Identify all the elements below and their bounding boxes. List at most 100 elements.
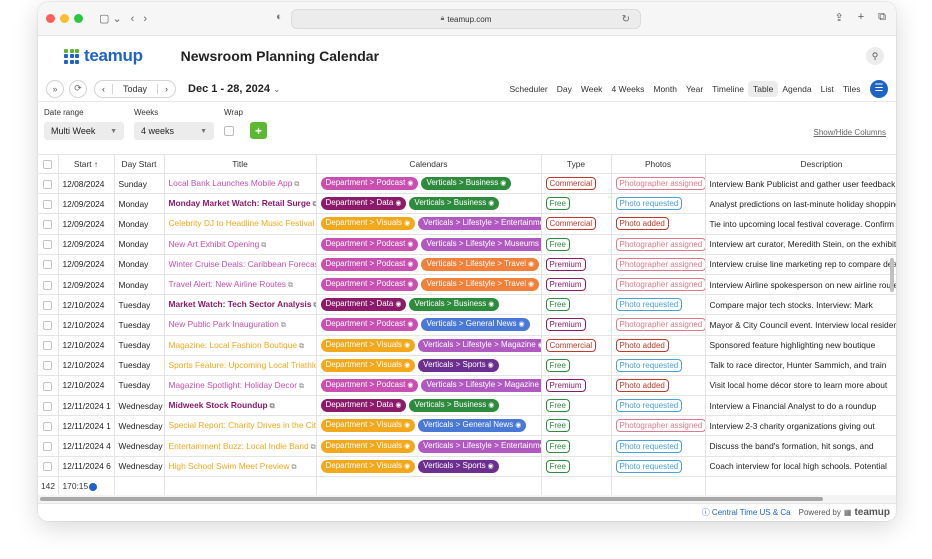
title-cell[interactable]: Monday Market Watch: Retail Surge⧉ bbox=[164, 193, 317, 215]
calendar-tag[interactable]: Verticals > Lifestyle > Entertainment◉ bbox=[418, 439, 540, 453]
type-badge[interactable]: Premium bbox=[545, 257, 586, 271]
calendar-tag[interactable]: Verticals > Lifestyle > Travel ◉ bbox=[421, 257, 540, 271]
zoom-window-button[interactable] bbox=[74, 14, 83, 23]
title-cell[interactable]: Magazine Spotlight: Holiday Decor ⧉ bbox=[164, 375, 317, 397]
title-cell[interactable]: Local Bank Launches Mobile App ⧉ bbox=[164, 173, 317, 195]
event-title[interactable]: High School Swim Meet Preview bbox=[168, 460, 290, 471]
row-checkbox[interactable] bbox=[43, 240, 53, 250]
row-checkbox[interactable] bbox=[43, 442, 53, 452]
open-external-icon[interactable]: ⧉ bbox=[261, 241, 267, 249]
view-tab-tiles[interactable]: Tiles bbox=[842, 83, 861, 94]
calendar-tag[interactable]: Verticals > Lifestyle > Travel ◉ bbox=[421, 278, 540, 292]
calendar-tag[interactable]: Verticals > Business ◉ bbox=[409, 197, 500, 211]
table-row[interactable]: 12/09/2024 Monday Winter Cruise Deals: Car… bbox=[38, 254, 896, 275]
row-checkbox[interactable] bbox=[43, 401, 53, 411]
table-row[interactable]: 12/11/2024 4 Wednesday Entertainment Buzz:… bbox=[38, 435, 896, 457]
table-row[interactable]: 12/09/2024 Monday Monday Market Watch: Ret… bbox=[38, 193, 896, 215]
event-title[interactable]: Market Watch: Tech Sector Analysis bbox=[168, 299, 312, 310]
type-badge[interactable]: Free bbox=[545, 358, 570, 372]
title-cell[interactable]: Celebrity DJ to Headline Music Festival⧉ bbox=[164, 213, 317, 235]
photo-status-badge[interactable]: Photo requested bbox=[615, 298, 683, 312]
wrap-checkbox[interactable] bbox=[224, 126, 234, 136]
event-title[interactable]: Travel Alert: New Airline Routes bbox=[168, 279, 286, 290]
date-range-select[interactable]: Multi Week ▼ bbox=[44, 122, 124, 140]
type-badge[interactable]: Commercial bbox=[545, 338, 597, 352]
view-tab-day[interactable]: Day bbox=[556, 83, 572, 94]
next-button[interactable]: › bbox=[165, 83, 169, 94]
row-checkbox[interactable] bbox=[43, 421, 53, 431]
photo-status-badge[interactable]: Photo added bbox=[615, 217, 669, 231]
calendar-tag[interactable]: Department > Visuals ◉ bbox=[320, 459, 416, 473]
prev-button[interactable]: ‹ bbox=[102, 83, 105, 94]
calendar-tag[interactable]: Verticals > Lifestyle > Entertainment◉ bbox=[418, 217, 540, 231]
close-window-button[interactable] bbox=[46, 14, 55, 23]
weeks-select[interactable]: 4 weeks ▼ bbox=[134, 122, 214, 140]
title-cell[interactable]: New Public Park Inauguration ⧉ bbox=[164, 314, 317, 336]
view-tab-timeline[interactable]: Timeline bbox=[712, 83, 744, 94]
event-title[interactable]: Winter Cruise Deals: Caribbean Forecast bbox=[168, 258, 316, 269]
view-tab-list[interactable]: List bbox=[820, 83, 834, 94]
type-badge[interactable]: Free bbox=[545, 298, 570, 312]
table-row[interactable]: 12/09/2024 Monday New Art Exhibit Opening ⧉… bbox=[38, 234, 896, 255]
type-badge[interactable]: Premium bbox=[545, 378, 586, 392]
photo-status-badge[interactable]: Photographer assigned bbox=[615, 278, 704, 292]
title-cell[interactable]: Special Report: Charity Drives in the Ci… bbox=[164, 415, 317, 437]
row-checkbox[interactable] bbox=[43, 179, 53, 189]
photo-status-badge[interactable]: Photographer assigned bbox=[615, 237, 704, 251]
title-cell[interactable]: Midweek Stock Roundup ⧉ bbox=[164, 395, 317, 417]
calendar-tag[interactable]: Department > Visuals ◉ bbox=[320, 439, 416, 453]
vertical-scrollbar[interactable] bbox=[890, 258, 894, 292]
show-hide-columns-link[interactable]: Show/Hide Columns bbox=[813, 128, 886, 137]
view-tab-month[interactable]: Month bbox=[653, 83, 677, 94]
table-row[interactable]: 12/10/2024 Tuesday New Public Park Inaugur… bbox=[38, 314, 896, 336]
event-title[interactable]: Midweek Stock Roundup bbox=[168, 400, 268, 411]
column-header-title[interactable]: Title bbox=[164, 154, 317, 174]
event-title[interactable]: Monday Market Watch: Retail Surge bbox=[168, 198, 311, 209]
title-cell[interactable]: Sports Feature: Upcoming Local Triathlon… bbox=[164, 355, 317, 376]
info-icon[interactable] bbox=[89, 482, 98, 491]
search-button[interactable]: ⚲ bbox=[866, 47, 884, 65]
event-title[interactable]: Magazine: Local Fashion Boutique bbox=[168, 339, 298, 350]
calendar-tag[interactable]: Department > Data ◉ bbox=[320, 298, 407, 312]
table-row[interactable]: 12/10/2024 Tuesday Sports Feature: Upcomin… bbox=[38, 355, 896, 376]
row-checkbox[interactable] bbox=[43, 220, 53, 230]
calendar-tag[interactable]: Department > Data ◉ bbox=[320, 197, 407, 211]
back-icon[interactable]: ‹ bbox=[130, 12, 135, 25]
view-tab-4-weeks[interactable]: 4 Weeks bbox=[611, 83, 645, 94]
calendar-tag[interactable]: Department > Podcast ◉ bbox=[320, 257, 419, 271]
type-badge[interactable]: Premium bbox=[545, 278, 586, 292]
event-title[interactable]: New Art Exhibit Opening bbox=[168, 238, 260, 249]
title-cell[interactable]: Market Watch: Tech Sector Analysis⧉ bbox=[164, 294, 317, 316]
expand-sidebar-button[interactable]: » bbox=[46, 79, 64, 98]
reload-icon[interactable]: ↻ bbox=[621, 13, 630, 25]
add-event-button[interactable]: + bbox=[250, 122, 267, 139]
share-icon[interactable]: ⇪ bbox=[834, 12, 844, 24]
type-badge[interactable]: Free bbox=[545, 237, 570, 251]
row-checkbox[interactable] bbox=[43, 321, 53, 331]
row-checkbox[interactable] bbox=[43, 361, 53, 371]
event-title[interactable]: Celebrity DJ to Headline Music Festival bbox=[168, 218, 315, 229]
calendar-tag[interactable]: Verticals > General News ◉ bbox=[421, 318, 530, 332]
photo-status-badge[interactable]: Photographer assigned bbox=[615, 318, 704, 332]
forward-icon[interactable]: › bbox=[143, 12, 148, 25]
calendar-tag[interactable]: Verticals > Business ◉ bbox=[409, 298, 500, 312]
table-row[interactable]: 12/10/2024 Tuesday Market Watch: Tech Sect… bbox=[38, 294, 896, 316]
table-row[interactable]: 12/11/2024 1 Wednesday Midweek Stock Round… bbox=[38, 395, 896, 417]
date-range-picker[interactable]: Dec 1 - 28, 2024 ⌄ bbox=[188, 83, 281, 95]
calendar-tag[interactable]: Verticals > Business ◉ bbox=[409, 399, 500, 413]
view-tab-scheduler[interactable]: Scheduler bbox=[509, 83, 548, 94]
tab-overview-icon[interactable]: ⧉ bbox=[878, 11, 886, 23]
view-tab-year[interactable]: Year bbox=[685, 83, 704, 94]
photo-status-badge[interactable]: Photographer assigned bbox=[615, 257, 704, 271]
title-cell[interactable]: High School Swim Meet Preview ⧉ bbox=[164, 456, 317, 477]
view-tab-week[interactable]: Week bbox=[580, 83, 603, 94]
table-row[interactable]: 12/09/2024 Monday Travel Alert: New Airlin… bbox=[38, 274, 896, 296]
calendar-tag[interactable]: Department > Visuals ◉ bbox=[320, 338, 416, 352]
calendar-tag[interactable]: Verticals > Lifestyle > Magazine◉ bbox=[418, 338, 540, 352]
type-badge[interactable]: Premium bbox=[545, 318, 586, 332]
table-row[interactable]: 12/10/2024 Tuesday Magazine Spotlight: Hol… bbox=[38, 375, 896, 397]
calendar-tag[interactable]: Verticals > Sports ◉ bbox=[418, 358, 499, 372]
powered-by[interactable]: Powered by ▦ teamup bbox=[799, 507, 890, 518]
refresh-button[interactable]: ⟳ bbox=[69, 79, 87, 98]
column-header-photos[interactable]: Photos bbox=[611, 154, 706, 174]
